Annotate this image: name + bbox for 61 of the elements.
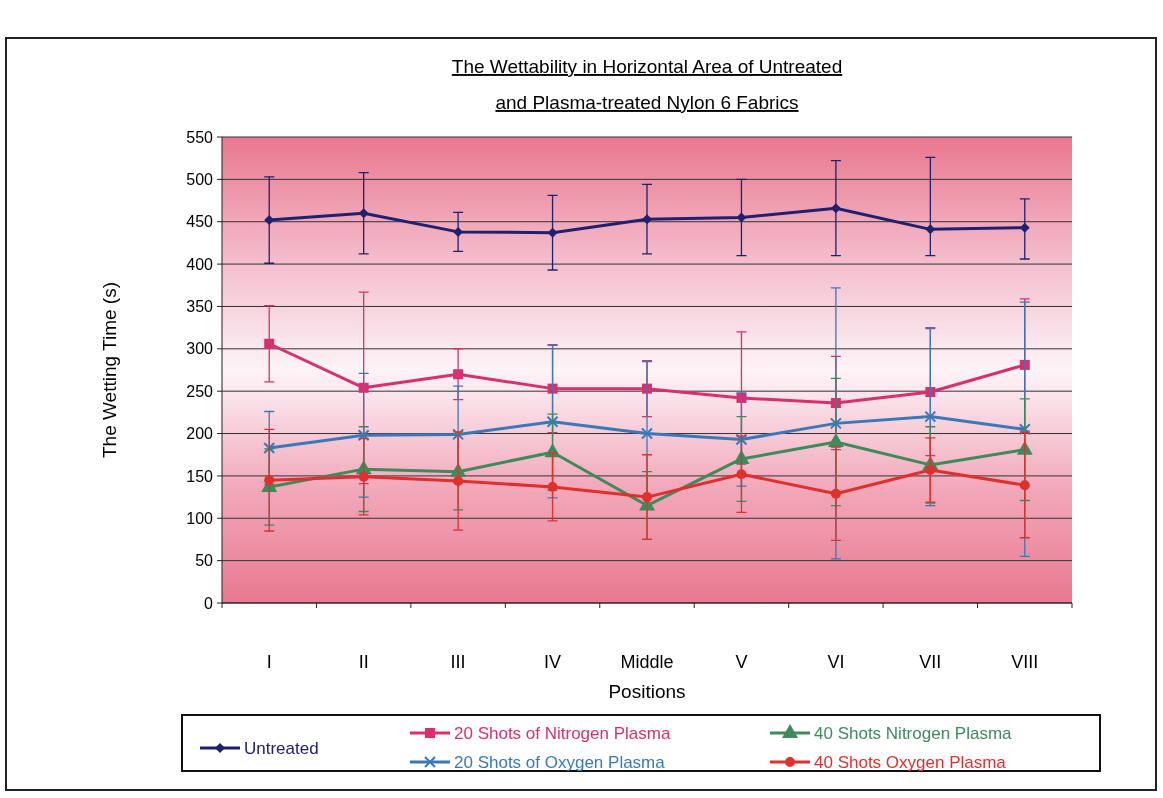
x-tick-label: II bbox=[358, 652, 369, 672]
point bbox=[264, 338, 275, 349]
x-tick-label: V bbox=[735, 652, 748, 672]
point bbox=[642, 214, 652, 225]
point bbox=[641, 427, 653, 440]
x-axis-title: Positions bbox=[608, 681, 686, 702]
point bbox=[358, 471, 369, 482]
point bbox=[830, 203, 841, 214]
point bbox=[264, 475, 275, 486]
y-tick-label: 500 bbox=[186, 170, 214, 188]
point bbox=[358, 382, 369, 393]
point bbox=[735, 433, 748, 446]
point bbox=[1019, 222, 1030, 233]
legend-label: 20 Shots of Oxygen Plasma bbox=[454, 752, 666, 772]
legend-label: 40 Shots Oxygen Plasma bbox=[814, 752, 1007, 772]
point bbox=[830, 488, 841, 499]
point bbox=[736, 212, 747, 223]
x-tick-label: I bbox=[266, 652, 272, 672]
point bbox=[546, 415, 559, 428]
x-tick-label: VII bbox=[919, 652, 942, 672]
point bbox=[547, 383, 558, 394]
legend-label: 20 Shots of Nitrogen Plasma bbox=[454, 723, 671, 743]
point bbox=[547, 481, 558, 492]
y-tick-label: 150 bbox=[186, 467, 214, 485]
point bbox=[1018, 423, 1031, 436]
y-tick-label: 550 bbox=[186, 128, 214, 146]
x-tick-label: VIII bbox=[1011, 652, 1039, 672]
point bbox=[924, 410, 937, 423]
x-tick-label: IV bbox=[544, 652, 562, 672]
point bbox=[358, 208, 369, 219]
point bbox=[829, 417, 842, 430]
point bbox=[642, 492, 652, 503]
x-tick-label: VI bbox=[827, 652, 845, 672]
point bbox=[453, 369, 464, 380]
legend-label: 40 Shots Nitrogen Plasma bbox=[814, 723, 1013, 743]
point bbox=[827, 433, 844, 448]
point bbox=[452, 428, 465, 441]
y-tick-label: 50 bbox=[195, 552, 214, 570]
y-tick-label: 200 bbox=[186, 425, 214, 443]
y-tick-label: 250 bbox=[186, 382, 214, 400]
point bbox=[357, 429, 370, 442]
point bbox=[925, 224, 936, 235]
point bbox=[925, 387, 936, 398]
y-tick-label: 450 bbox=[186, 213, 214, 231]
point bbox=[1019, 359, 1030, 370]
y-tick-label: 400 bbox=[186, 255, 214, 273]
y-tick-label: 300 bbox=[186, 340, 214, 358]
x-tick-label: III bbox=[450, 652, 466, 672]
chart-title: The Wettability in Horizontal Area of Untreated and Plasma-treated Nylon 6 Fabrics bbox=[451, 56, 843, 113]
point bbox=[547, 227, 558, 238]
y-axis-title: The Wetting Time (s) bbox=[99, 282, 120, 458]
point bbox=[736, 469, 747, 480]
y-tick-label: 350 bbox=[186, 298, 214, 316]
y-tick-label: 0 bbox=[204, 594, 214, 612]
point bbox=[1019, 480, 1030, 491]
x-tick-label: Middle bbox=[620, 652, 674, 672]
point bbox=[925, 464, 936, 475]
y-tick-label: 100 bbox=[186, 509, 214, 527]
point bbox=[453, 475, 464, 486]
point bbox=[263, 441, 276, 454]
legend-label: Untreated bbox=[244, 738, 319, 758]
